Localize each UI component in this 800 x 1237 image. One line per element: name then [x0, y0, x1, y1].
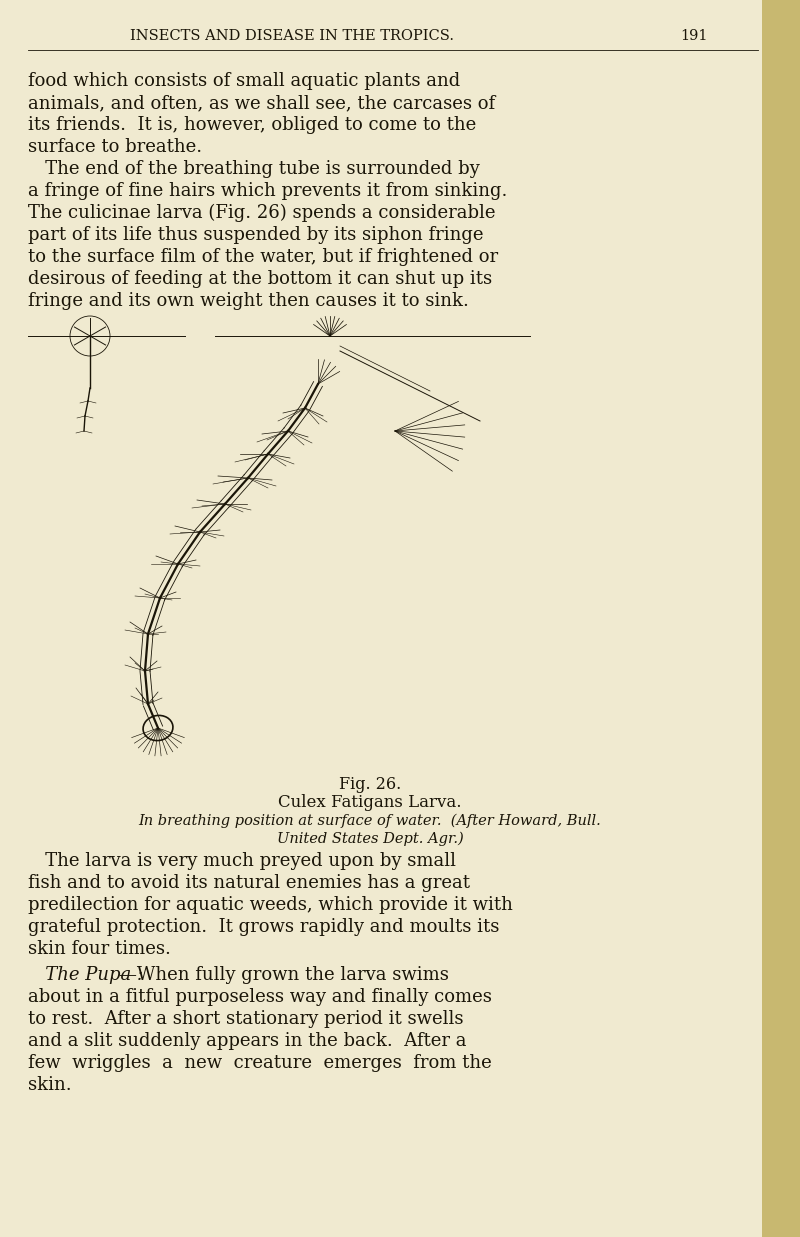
Text: —When fully grown the larva swims: —When fully grown the larva swims	[119, 966, 449, 983]
Text: The culicinae larva (Fig. 26) spends a considerable: The culicinae larva (Fig. 26) spends a c…	[28, 204, 495, 223]
Text: animals, and often, as we shall see, the carcases of: animals, and often, as we shall see, the…	[28, 94, 495, 113]
Text: fringe and its own weight then causes it to sink.: fringe and its own weight then causes it…	[28, 292, 469, 310]
Text: In breathing position at surface of water.  (After Howard, Bull.: In breathing position at surface of wate…	[138, 814, 602, 829]
Text: its friends.  It is, however, obliged to come to the: its friends. It is, however, obliged to …	[28, 116, 476, 134]
Text: desirous of feeding at the bottom it can shut up its: desirous of feeding at the bottom it can…	[28, 270, 492, 288]
Text: about in a fitful purposeless way and finally comes: about in a fitful purposeless way and fi…	[28, 988, 492, 1006]
Text: United States Dept. Agr.): United States Dept. Agr.)	[277, 833, 463, 846]
Text: a fringe of fine hairs which prevents it from sinking.: a fringe of fine hairs which prevents it…	[28, 182, 507, 200]
Text: predilection for aquatic weeds, which provide it with: predilection for aquatic weeds, which pr…	[28, 896, 513, 914]
Text: surface to breathe.: surface to breathe.	[28, 139, 202, 156]
Text: food which consists of small aquatic plants and: food which consists of small aquatic pla…	[28, 72, 460, 90]
Text: 191: 191	[680, 28, 707, 43]
Text: The end of the breathing tube is surrounded by: The end of the breathing tube is surroun…	[28, 160, 480, 178]
Text: The Pupa :: The Pupa :	[28, 966, 143, 983]
Text: and a slit suddenly appears in the back.  After a: and a slit suddenly appears in the back.…	[28, 1032, 466, 1050]
Text: part of its life thus suspended by its siphon fringe: part of its life thus suspended by its s…	[28, 226, 483, 244]
Text: skin.: skin.	[28, 1076, 72, 1094]
Text: INSECTS AND DISEASE IN THE TROPICS.: INSECTS AND DISEASE IN THE TROPICS.	[130, 28, 454, 43]
Text: Fig. 26.: Fig. 26.	[339, 776, 401, 793]
Text: few  wriggles  a  new  creature  emerges  from the: few wriggles a new creature emerges from…	[28, 1054, 492, 1072]
Text: skin four times.: skin four times.	[28, 940, 171, 957]
Text: to rest.  After a short stationary period it swells: to rest. After a short stationary period…	[28, 1009, 463, 1028]
Bar	[762, 0, 800, 1237]
Text: grateful protection.  It grows rapidly and moults its: grateful protection. It grows rapidly an…	[28, 918, 499, 936]
Text: to the surface film of the water, but if frightened or: to the surface film of the water, but if…	[28, 247, 498, 266]
Text: Culex Fatigans Larva.: Culex Fatigans Larva.	[278, 794, 462, 811]
Text: fish and to avoid its natural enemies has a great: fish and to avoid its natural enemies ha…	[28, 875, 470, 892]
Text: The larva is very much preyed upon by small: The larva is very much preyed upon by sm…	[28, 852, 456, 870]
